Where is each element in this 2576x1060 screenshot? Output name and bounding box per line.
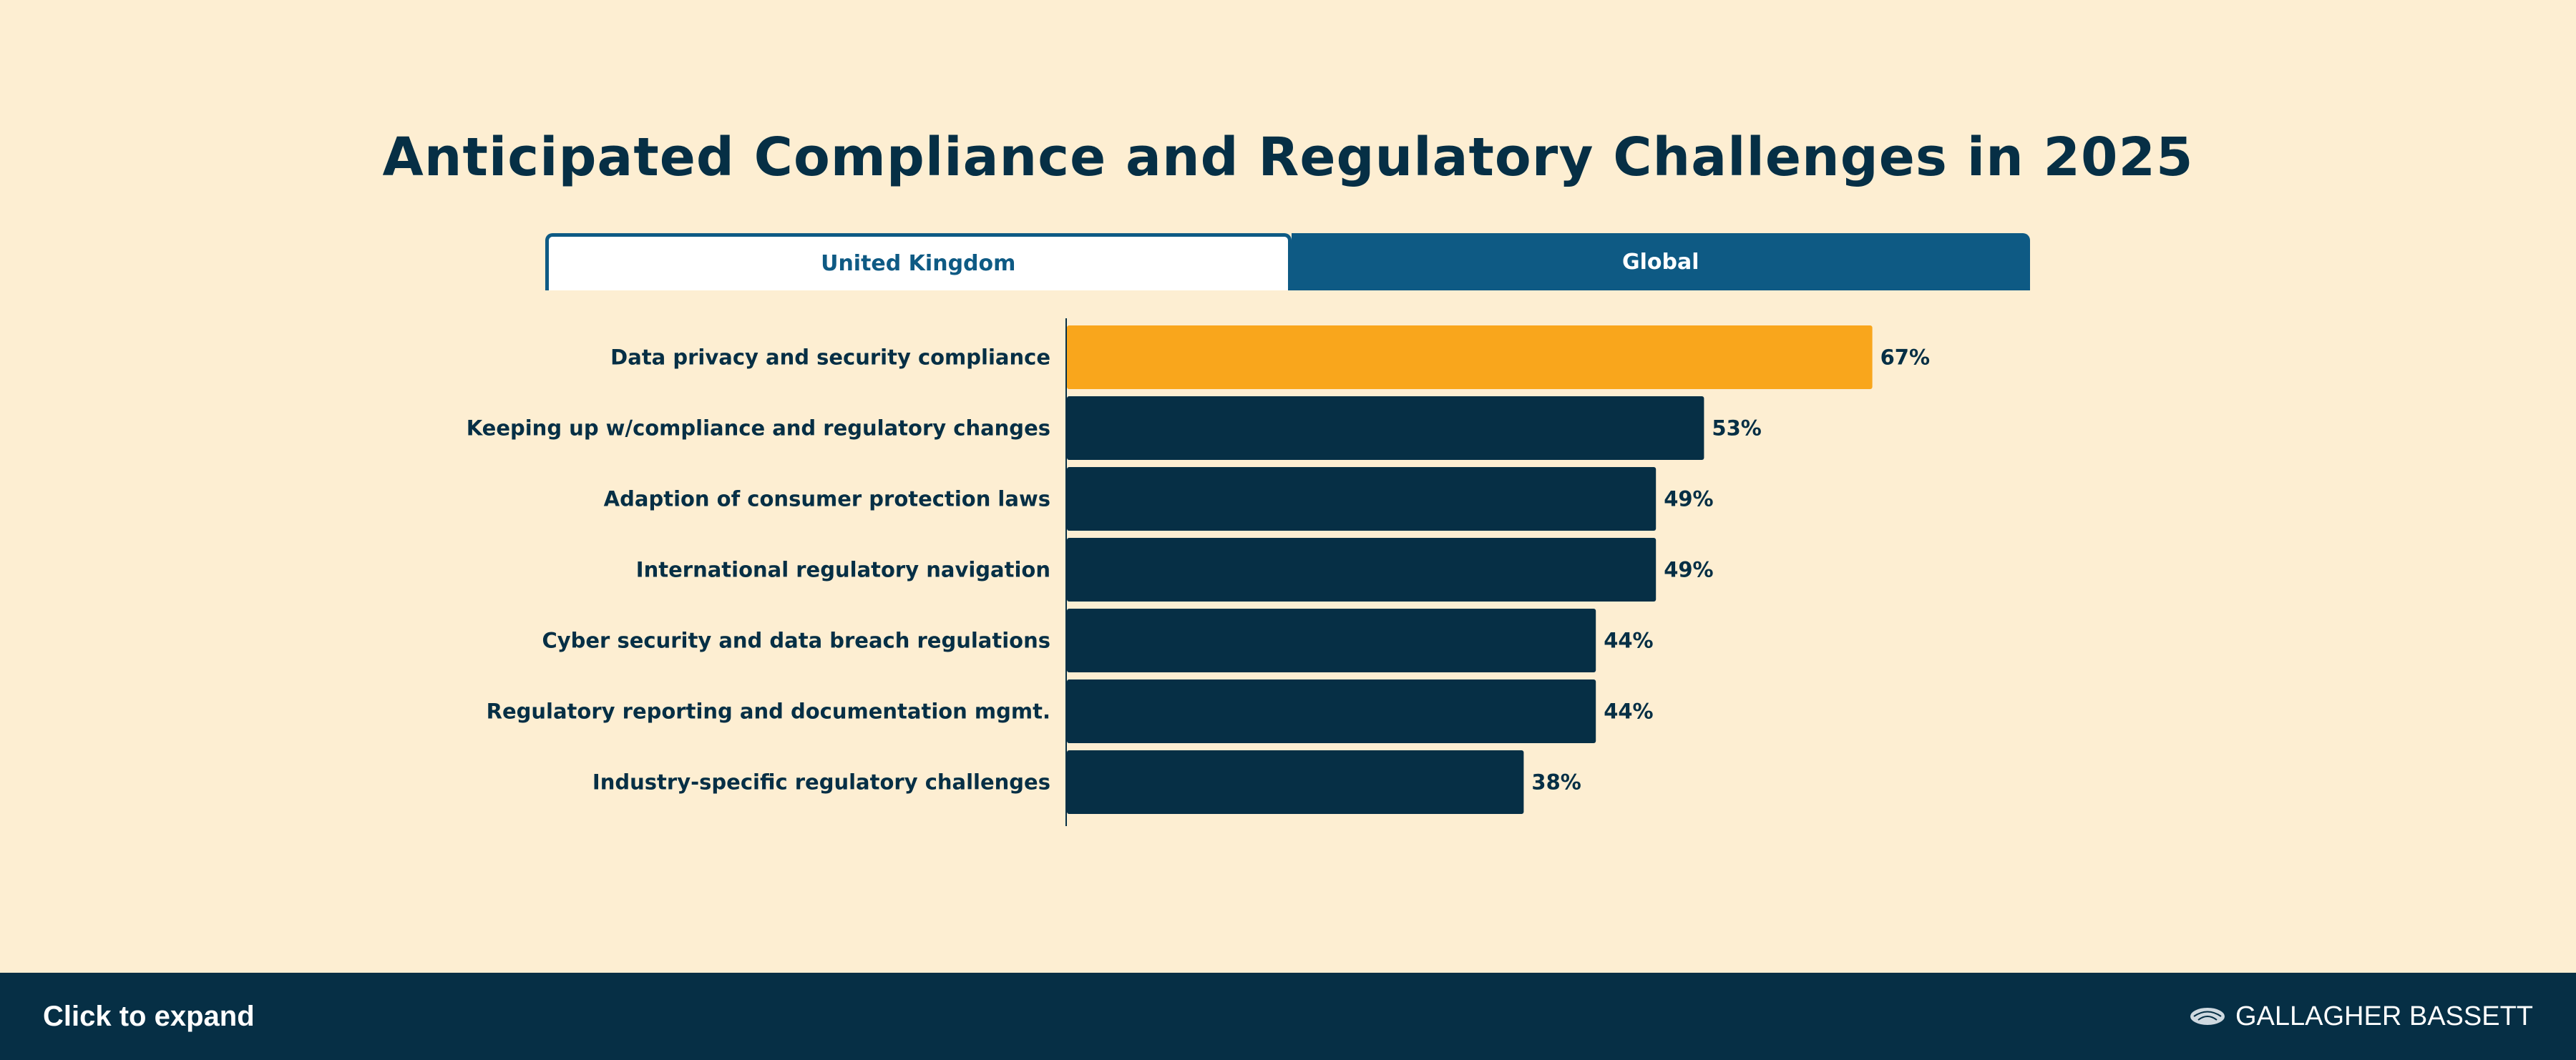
value-label: 44% [1604,700,1653,724]
value-label: 67% [1880,345,1930,370]
globe-logo-icon [2188,1006,2226,1026]
footer-bar: Click to expand GALLAGHER BASSETT [0,973,2576,1060]
category-label: Cyber security and data breach regulatio… [542,629,1050,653]
chart-title: Anticipated Compliance and Regulatory Ch… [382,127,2194,188]
value-label: 44% [1604,629,1653,653]
tab-global[interactable]: Global [1291,233,2030,290]
expand-button[interactable]: Click to expand [43,1001,255,1032]
bar[interactable] [1067,396,1704,460]
region-tabs: United Kingdom Global [545,233,2030,290]
gallagher-bassett-logo: GALLAGHER BASSETT [2188,973,2533,1060]
category-label: Data privacy and security compliance [610,345,1050,370]
category-label: Keeping up w/compliance and regulatory c… [467,416,1050,441]
category-label: Regulatory reporting and documentation m… [487,700,1050,724]
tab-united-kingdom[interactable]: United Kingdom [545,233,1292,290]
bar[interactable] [1067,750,1524,814]
value-label: 38% [1531,770,1581,795]
value-label: 53% [1712,416,1761,441]
bar[interactable] [1067,467,1657,531]
bar-chart: Data privacy and security compliance 67% K… [467,318,1930,826]
value-label: 49% [1664,558,1713,582]
bar[interactable] [1067,609,1596,672]
category-label: International regulatory navigation [636,558,1050,582]
category-label: Adaption of consumer protection laws [604,487,1050,511]
bar[interactable] [1067,325,1873,389]
bar[interactable] [1067,679,1596,743]
logo-wordmark: GALLAGHER BASSETT [2235,1001,2533,1031]
bar[interactable] [1067,538,1657,602]
value-label: 49% [1664,487,1713,511]
category-label: Industry-specific regulatory challenges [592,770,1050,795]
